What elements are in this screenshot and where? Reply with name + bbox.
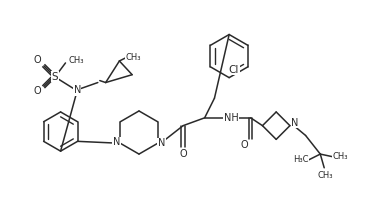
Text: O: O bbox=[33, 55, 41, 65]
Text: N: N bbox=[113, 137, 120, 147]
Text: N: N bbox=[158, 138, 165, 148]
Text: Cl: Cl bbox=[229, 65, 239, 75]
Text: O: O bbox=[33, 86, 41, 96]
Text: S: S bbox=[51, 72, 58, 82]
Text: CH₃: CH₃ bbox=[125, 53, 141, 61]
Text: CH₃: CH₃ bbox=[332, 152, 348, 160]
Text: N: N bbox=[74, 85, 81, 95]
Text: H₃C: H₃C bbox=[293, 155, 309, 164]
Text: O: O bbox=[179, 149, 187, 159]
Text: CH₃: CH₃ bbox=[69, 56, 84, 65]
Text: N: N bbox=[291, 118, 298, 128]
Text: O: O bbox=[240, 140, 248, 150]
Text: CH₃: CH₃ bbox=[318, 171, 333, 180]
Text: NH: NH bbox=[224, 113, 238, 123]
